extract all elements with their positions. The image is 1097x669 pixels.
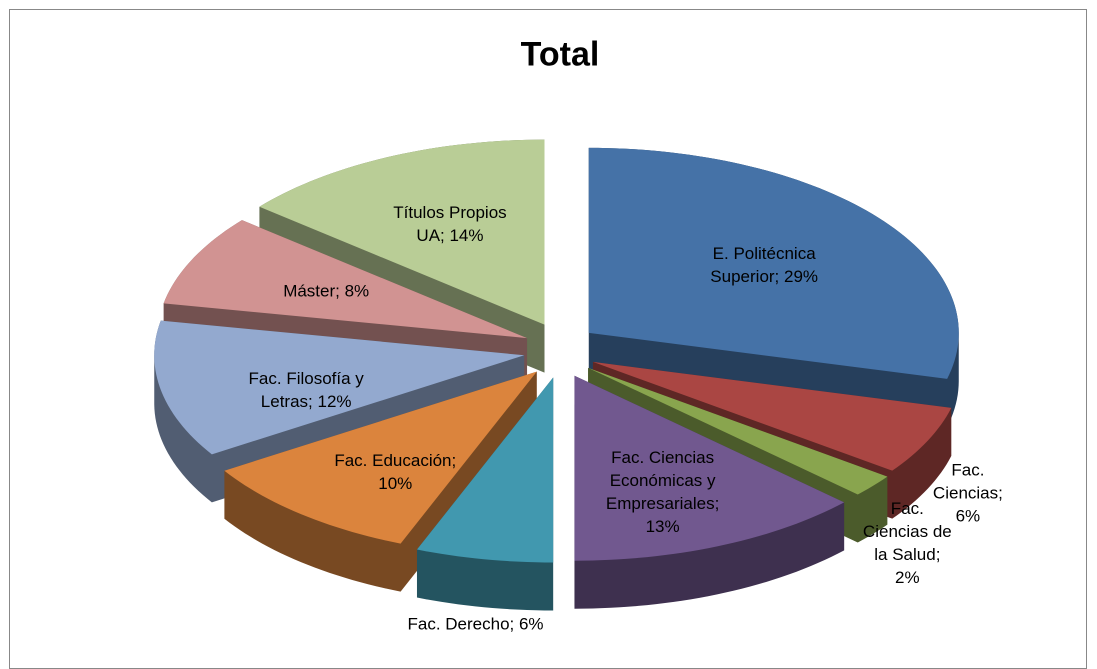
data-label: Títulos Propios UA; 14% <box>393 203 507 246</box>
slice-top <box>574 375 845 561</box>
data-label: Fac. Derecho; 6% <box>407 614 544 634</box>
slice-top <box>154 320 525 455</box>
data-label: E. Politécnica Superior; 29% <box>710 243 819 286</box>
data-label: Fac. Ciencias Económicas y Empresariales… <box>605 447 720 536</box>
slice-top <box>588 367 888 495</box>
data-label: Fac. Filosofía y Letras; 12% <box>248 369 364 412</box>
chart-title: Total <box>520 35 600 74</box>
slice-top <box>224 371 537 544</box>
data-label: Máster; 8% <box>283 281 370 301</box>
page: Total (() => { const data = JSON.parse(d… <box>9 9 1087 669</box>
slice-top <box>592 361 952 471</box>
slice-top <box>588 147 959 379</box>
data-label: Fac. Ciencias de la Salud; 2% <box>862 499 952 588</box>
slice-top <box>163 220 528 339</box>
slice-top <box>416 377 554 563</box>
data-label: Fac. Educación; 10% <box>334 450 457 493</box>
data-label: Fac. Ciencias; 6% <box>932 460 1003 526</box>
slice-top <box>259 139 545 325</box>
chart <box>154 139 959 611</box>
